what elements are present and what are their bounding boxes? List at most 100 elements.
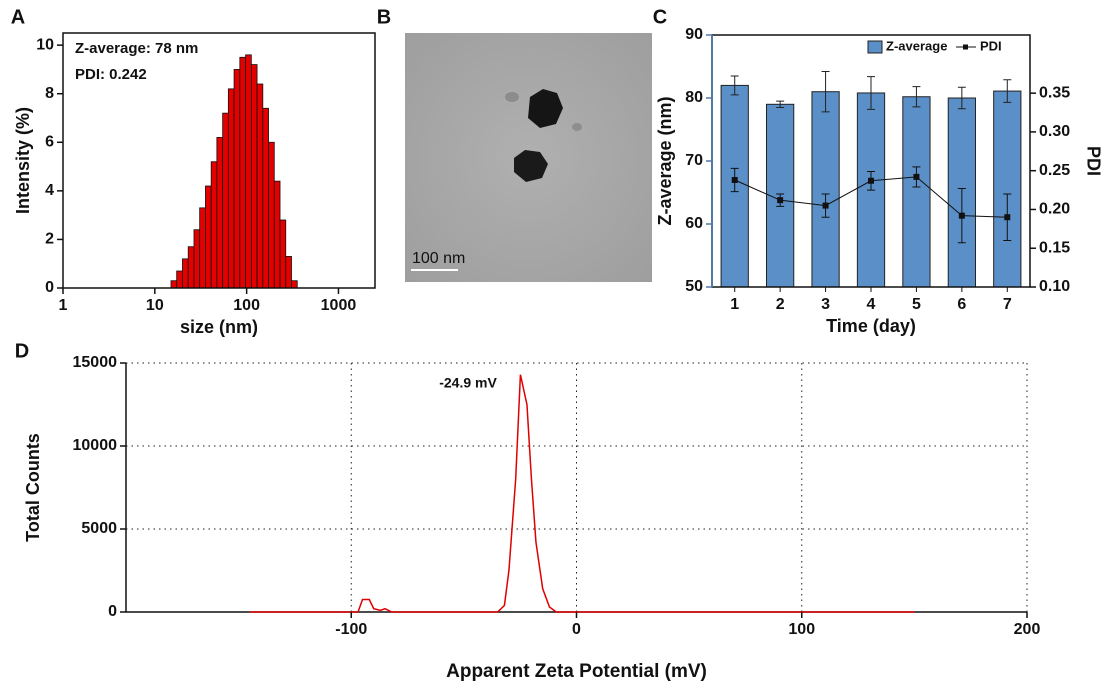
annotation: -24.9 mV: [439, 375, 497, 391]
legend-swatch: [867, 40, 883, 54]
y-tick-label: 15000: [73, 354, 118, 371]
histogram-bar: [227, 88, 235, 289]
tem-blob: [505, 92, 519, 102]
histogram-bar: [210, 161, 218, 289]
histogram-bar: [279, 219, 287, 289]
x-tick-label: 4: [867, 296, 876, 313]
pdi-marker: [913, 173, 920, 180]
x-tick-label: 1: [59, 297, 68, 314]
y-tick-label: 0.20: [1039, 201, 1070, 218]
y-tick-label: 8: [45, 85, 54, 102]
pdi-marker: [958, 212, 965, 219]
histogram-bar: [187, 246, 195, 289]
pdi-marker: [822, 202, 829, 209]
nanoparticle: [514, 150, 548, 182]
y-tick-label: 5000: [81, 520, 117, 537]
pdi-marker: [1004, 214, 1011, 221]
histogram-bar: [233, 69, 241, 289]
x-tick-label: 100: [788, 621, 815, 638]
y-tick-label: 0: [108, 603, 117, 620]
panel-letter: B: [377, 6, 391, 28]
nanoparticle: [528, 89, 563, 128]
histogram-bar: [268, 141, 275, 289]
y-tick-label: 50: [685, 278, 703, 295]
x-axis-label: Apparent Zeta Potential (mV): [446, 661, 707, 682]
y-tick-label: 0.25: [1039, 162, 1070, 179]
legend-label: Z-average: [886, 38, 947, 53]
x-axis-label: Time (day): [826, 316, 916, 336]
histogram-bar: [176, 270, 183, 289]
error-bar: [776, 100, 785, 108]
histogram-bar: [205, 185, 212, 289]
y-tick-label: 0.30: [1039, 123, 1070, 140]
panel-letter: D: [15, 340, 29, 362]
histogram-bar: [256, 83, 264, 289]
error-bar: [957, 86, 966, 110]
x-axis-label: size (nm): [180, 317, 258, 337]
scale-bar-label: 100 nm: [412, 250, 465, 267]
histogram-bar: [239, 56, 246, 289]
pdi-marker: [868, 177, 874, 184]
plot-frame: [62, 32, 376, 289]
panel-letter: C: [653, 6, 667, 28]
x-tick-label: 2: [776, 296, 785, 313]
annotation: PDI: 0.242: [75, 66, 147, 83]
legend-label: PDI: [980, 38, 1002, 53]
y-tick-label: 0.15: [1039, 239, 1070, 256]
histogram-bar: [262, 107, 269, 289]
y2-axis-label: PDI: [1083, 146, 1103, 176]
histogram-bar: [273, 180, 281, 289]
x-tick-label: 0: [572, 621, 581, 638]
error-bar: [730, 75, 739, 96]
x-tick-label: 1: [730, 296, 739, 313]
histogram-bar: [285, 256, 292, 289]
panel-letter: A: [11, 6, 25, 28]
histogram-bar: [245, 54, 252, 289]
pdi-marker: [777, 197, 784, 204]
x-tick-label: 10: [146, 297, 164, 314]
y-tick-label: 60: [685, 215, 703, 232]
x-tick-label: 5: [912, 296, 921, 313]
bar: [993, 90, 1022, 288]
histogram-bar: [222, 112, 229, 289]
y-tick-label: 10000: [73, 437, 118, 454]
histogram-bar: [182, 258, 189, 289]
y-axis-label: Intensity (%): [13, 107, 33, 214]
y-tick-label: 10: [36, 36, 54, 53]
x-tick-label: 3: [821, 296, 830, 313]
x-tick-label: 6: [957, 296, 966, 313]
histogram-bar: [170, 280, 178, 289]
y-tick-label: 80: [685, 89, 703, 106]
error-bar: [912, 86, 921, 108]
histogram-bar: [291, 280, 298, 289]
y-tick-label: 90: [685, 26, 703, 43]
histogram-bar: [193, 229, 201, 289]
y-axis-label: Z-average (nm): [655, 96, 675, 225]
x-tick-label: 7: [1003, 296, 1012, 313]
x-tick-label: 100: [233, 297, 260, 314]
tem-blob: [572, 123, 582, 131]
tem-image: [405, 33, 652, 282]
error-bar: [821, 71, 830, 113]
y-tick-label: 70: [685, 152, 703, 169]
x-tick-label: -100: [335, 621, 367, 638]
error-bar: [1003, 79, 1012, 103]
pdi-marker: [731, 176, 738, 183]
bar: [811, 91, 840, 288]
histogram-bar: [216, 137, 224, 289]
y-tick-label: 4: [45, 182, 54, 199]
annotation: Z-average: 78 nm: [75, 40, 198, 57]
zeta-line: [249, 374, 915, 613]
histogram-bar: [250, 64, 258, 289]
y-tick-label: 6: [45, 134, 54, 151]
x-tick-label: 1000: [321, 297, 357, 314]
y-tick-label: 2: [45, 231, 54, 248]
histogram-bar: [199, 207, 206, 289]
x-tick-label: 200: [1014, 621, 1041, 638]
error-bar: [867, 76, 875, 110]
y-tick-label: 0: [45, 279, 54, 296]
legend-marker: [963, 44, 968, 50]
y-tick-label: 0.10: [1039, 278, 1070, 295]
y-tick-label: 0.35: [1039, 84, 1070, 101]
